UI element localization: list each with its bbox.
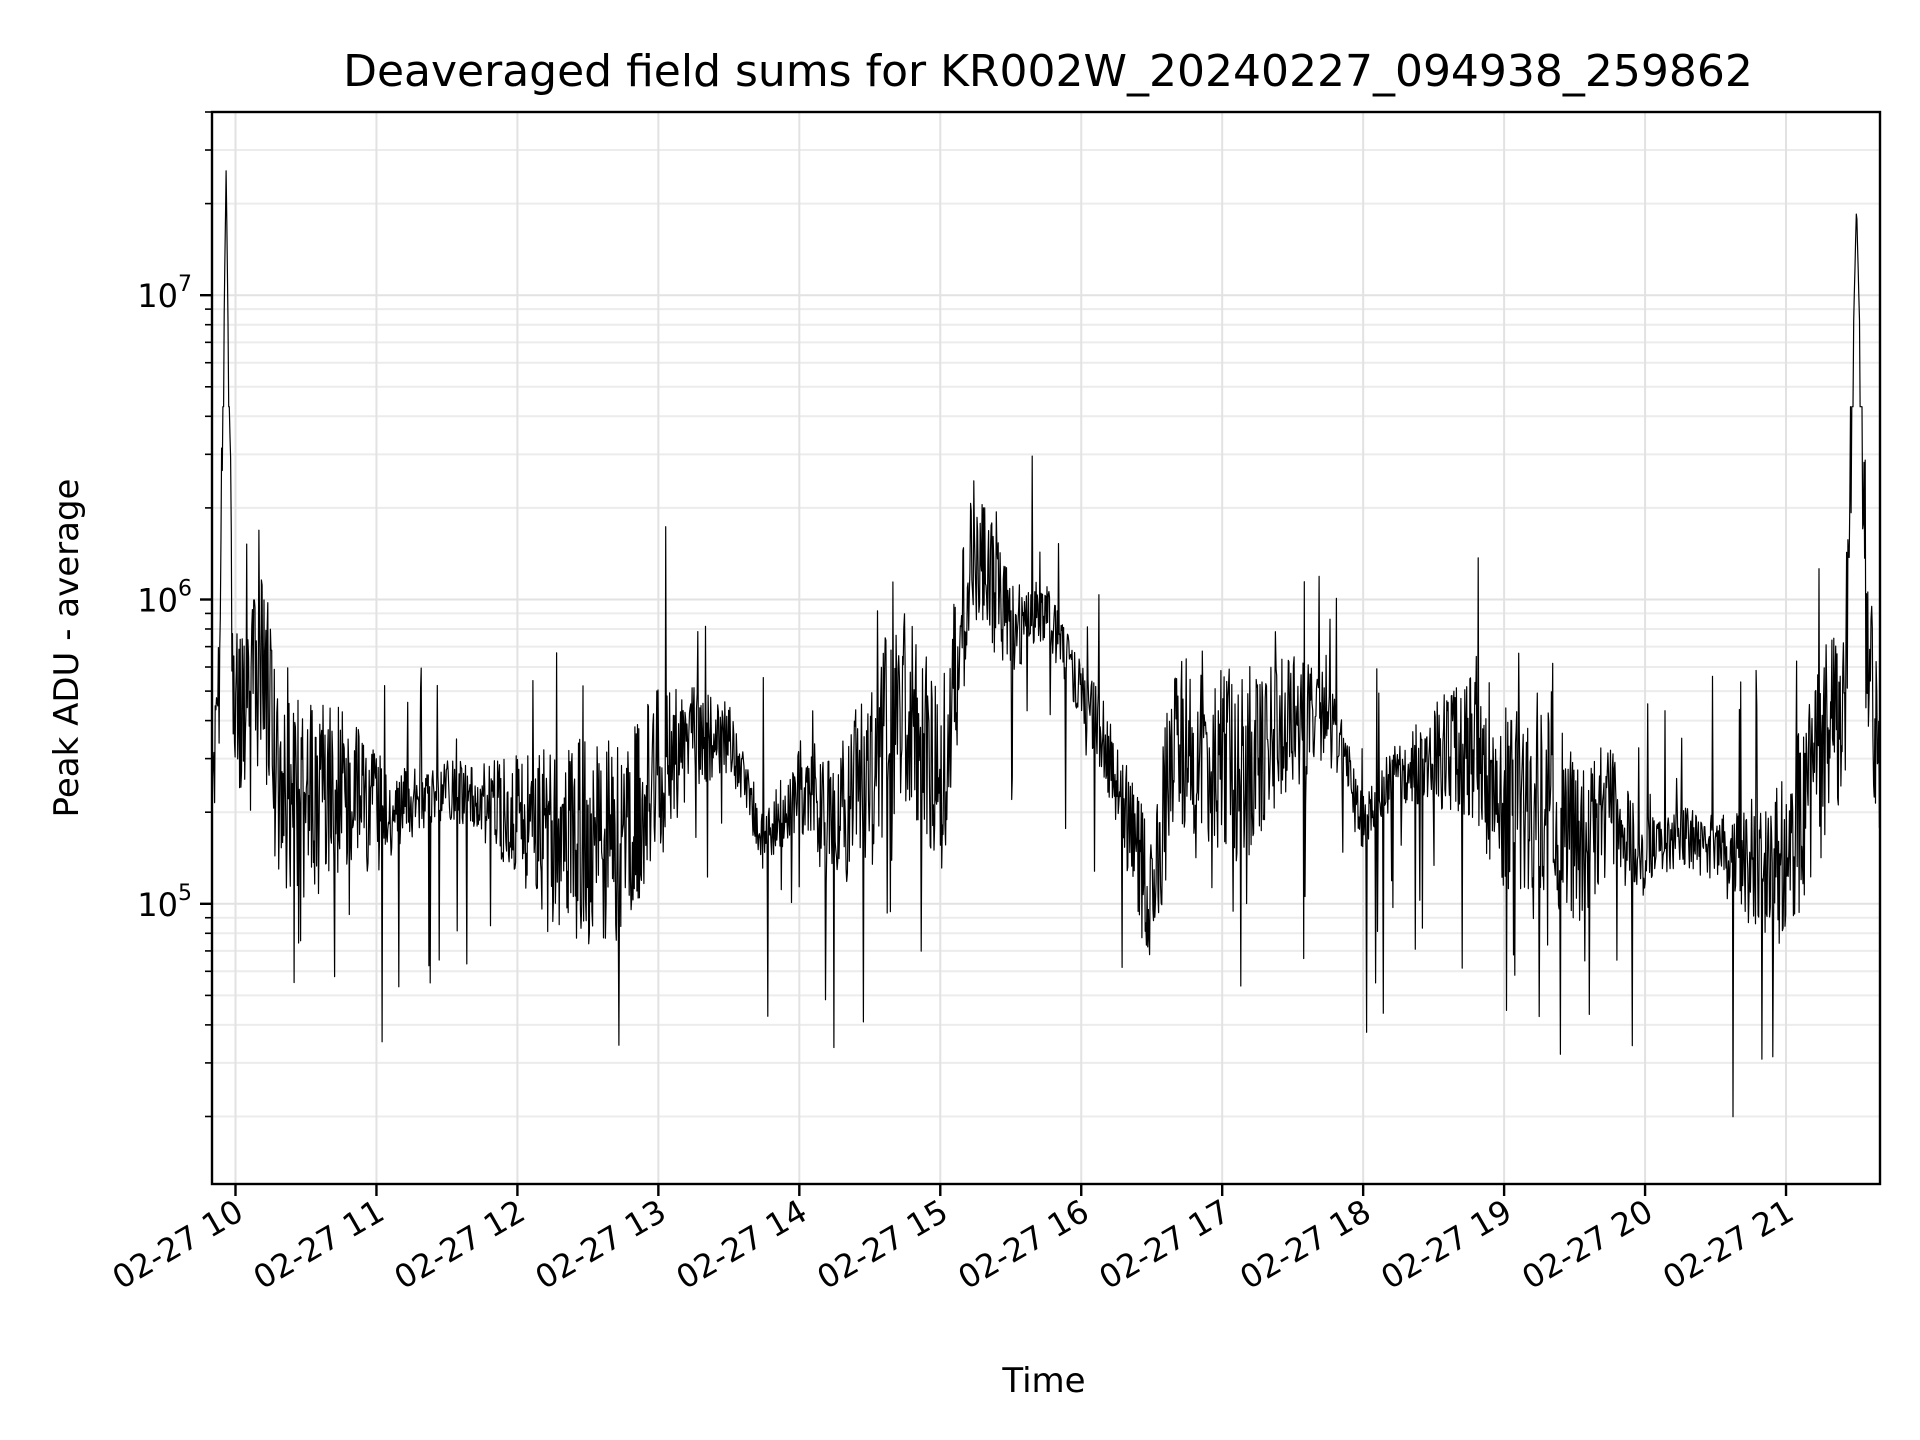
- series-line: [212, 170, 1880, 1118]
- x-tick-label: 02-27 17: [1093, 1192, 1237, 1297]
- x-tick-label: 02-27 21: [1656, 1192, 1800, 1297]
- x-tick-label: 02-27 20: [1515, 1192, 1659, 1297]
- chart-title: Deaveraged field sums for KR002W_2024022…: [343, 46, 1753, 97]
- x-tick-label: 02-27 15: [811, 1192, 955, 1297]
- y-axis-label: Peak ADU - average: [47, 479, 87, 818]
- y-tick-label: 107: [137, 272, 192, 315]
- x-tick-label: 02-27 13: [529, 1192, 673, 1297]
- y-tick-label: 105: [137, 881, 192, 924]
- x-tick-label: 02-27 18: [1234, 1192, 1378, 1297]
- plot-frame: [210, 110, 1882, 1186]
- y-tick-label: 106: [137, 577, 192, 620]
- x-tick-label: 02-27 14: [670, 1192, 814, 1297]
- x-axis-label: Time: [1001, 1361, 1085, 1401]
- x-tick-label: 02-27 16: [952, 1192, 1096, 1297]
- grid: [212, 111, 1880, 1184]
- plot-area: [212, 170, 1880, 1118]
- x-tick-label: 02-27 19: [1375, 1192, 1519, 1297]
- x-tick-label: 02-27 10: [106, 1192, 250, 1297]
- x-tick-label: 02-27 12: [388, 1192, 532, 1297]
- y-axis: 105 106 107: [137, 111, 212, 1118]
- x-tick-label: 02-27 11: [247, 1192, 391, 1297]
